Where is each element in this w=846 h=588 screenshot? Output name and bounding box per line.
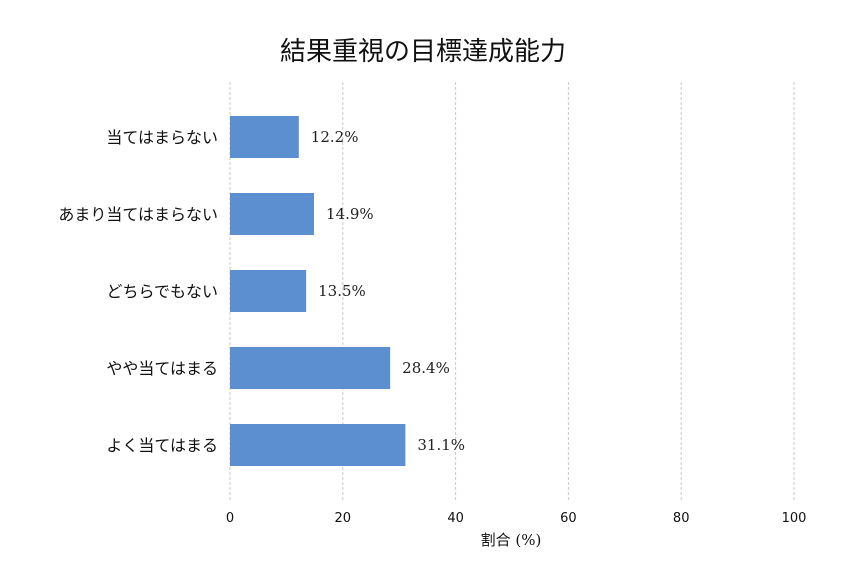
value-label: 12.2%	[311, 128, 359, 146]
x-axis-label: 割合 (%)	[481, 531, 542, 549]
bar	[230, 270, 307, 312]
category-label: あまり当てはまらない	[58, 205, 218, 224]
bar	[230, 424, 406, 466]
bar	[230, 193, 315, 235]
value-label: 31.1%	[417, 436, 465, 454]
chart-title: 結果重視の目標達成能力	[280, 37, 566, 67]
value-label: 13.5%	[318, 282, 366, 300]
bar	[230, 116, 299, 158]
x-tick-label: 20	[335, 511, 352, 526]
x-tick-label: 60	[560, 511, 577, 526]
category-label: よく当てはまる	[106, 436, 218, 455]
category-label: どちらでもない	[106, 282, 218, 301]
x-tick-labels: 0 20 40 60 80 100	[226, 511, 807, 526]
value-label: 28.4%	[402, 359, 450, 377]
bars	[230, 116, 406, 466]
value-label: 14.9%	[326, 205, 374, 223]
bar	[230, 347, 391, 389]
x-tick-label: 0	[226, 511, 234, 526]
x-tick-label: 100	[782, 511, 807, 526]
x-tick-label: 40	[447, 511, 464, 526]
category-label: やや当てはまる	[106, 359, 218, 378]
category-label: 当てはまらない	[106, 128, 218, 147]
x-tick-label: 80	[673, 511, 690, 526]
value-labels: 12.2% 14.9% 13.5% 28.4% 31.1%	[311, 128, 465, 454]
